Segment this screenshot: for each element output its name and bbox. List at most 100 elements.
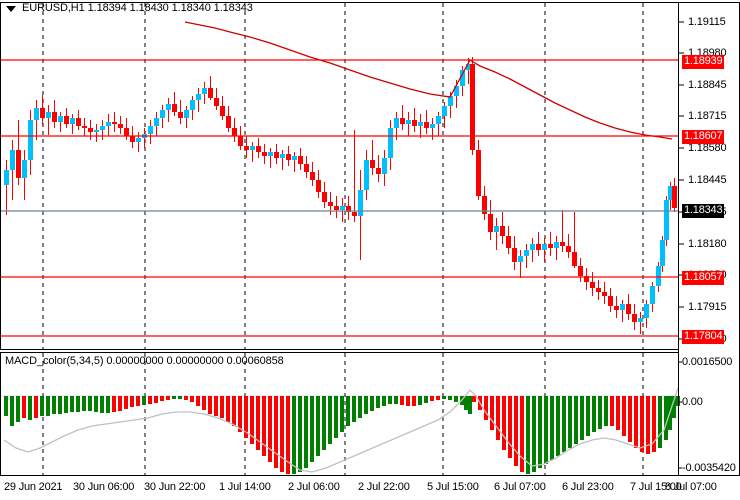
candle-body	[608, 296, 613, 306]
time-axis-label: 30 Jun 06:00	[73, 481, 135, 493]
candle-body	[250, 146, 255, 150]
candle-body	[530, 244, 535, 250]
macd-bar	[646, 396, 650, 454]
candle-body	[274, 152, 279, 158]
macd-bar	[472, 396, 476, 402]
price-axis-tick: 1.17915	[688, 301, 727, 313]
price-level-badge[interactable]: 1.18057	[682, 271, 725, 285]
macd-bar	[436, 396, 440, 400]
candle-body	[190, 100, 195, 110]
macd-bar	[604, 396, 608, 426]
price-axis-tick: 1.19115	[688, 16, 726, 28]
price-level-badge[interactable]: 1.18939	[682, 55, 725, 69]
macd-bar	[526, 396, 530, 474]
macd-bar	[442, 396, 446, 399]
macd-bar	[430, 396, 434, 401]
price-axis-tick: 1.18180	[688, 238, 727, 250]
macd-bar	[118, 396, 122, 411]
price-axis-tick: 1.18580	[688, 142, 727, 154]
macd-bar	[520, 396, 524, 472]
macd-bar	[394, 396, 398, 404]
macd-bar	[28, 396, 32, 420]
candle-body	[668, 186, 673, 200]
candle-body	[460, 70, 465, 86]
macd-bar	[400, 396, 404, 405]
macd-bar	[142, 396, 146, 405]
candle-body	[106, 122, 111, 126]
macd-bar	[280, 396, 284, 472]
macd-bar	[454, 396, 458, 402]
candle-body	[364, 160, 369, 190]
candle-body	[406, 120, 411, 124]
macd-bar	[568, 396, 572, 448]
candle-body	[632, 314, 637, 322]
price-axis-tick: 1.18715	[688, 110, 727, 122]
candle-body	[436, 116, 441, 124]
candle-body	[566, 246, 571, 252]
macd-axis-tick: -0.0035420	[682, 462, 736, 474]
candle-body	[334, 206, 339, 210]
macd-bar	[628, 396, 632, 442]
macd-bar	[208, 396, 212, 414]
macd-bar	[94, 396, 98, 412]
macd-bar	[424, 396, 428, 403]
price-level-badge[interactable]: 1.18607	[682, 130, 725, 144]
candle-body	[626, 304, 631, 314]
macd-bar	[418, 396, 422, 405]
macd-bar	[166, 396, 170, 400]
candle-body	[94, 130, 99, 132]
time-axis-label: 8 Jul 07:00	[665, 481, 717, 493]
macd-bar	[672, 396, 676, 418]
candle-body	[620, 304, 625, 310]
macd-bar	[4, 396, 8, 416]
macd-bar	[310, 396, 314, 462]
macd-histogram	[4, 396, 680, 474]
macd-bar	[220, 396, 224, 418]
macd-bar	[106, 396, 110, 413]
candle-body	[82, 126, 87, 128]
macd-bar	[340, 396, 344, 432]
time-axis-label: 6 Jul 07:00	[494, 481, 546, 493]
macd-bar	[370, 396, 374, 411]
candle-body	[614, 306, 619, 310]
macd-bar	[514, 396, 518, 466]
candle-body	[590, 282, 595, 288]
current-price-badge[interactable]: 1.18343	[682, 204, 725, 218]
candle-body	[136, 138, 141, 142]
candle-body	[316, 180, 321, 192]
candle-body	[268, 152, 273, 156]
candle-body	[512, 248, 517, 262]
macd-bar	[358, 396, 362, 418]
candle-body	[328, 202, 333, 206]
macd-bar	[100, 396, 104, 413]
candle-body	[660, 240, 665, 266]
candle-body	[548, 244, 553, 248]
macd-bar	[484, 396, 488, 420]
moving-average-line	[184, 21, 673, 140]
macd-axis-tick: 0.0016500	[682, 356, 733, 368]
candle-body	[238, 136, 243, 146]
candle-body	[22, 160, 27, 178]
macd-bar	[184, 396, 188, 400]
macd-bar	[502, 396, 506, 450]
macd-bar	[292, 396, 296, 474]
candle-body	[10, 150, 15, 170]
chevron-down-icon[interactable]	[6, 6, 16, 12]
candle-body	[16, 150, 21, 178]
time-axis-label: 6 Jul 23:00	[562, 481, 614, 493]
candle-body	[454, 86, 459, 96]
macd-bar	[40, 396, 44, 416]
candle-body	[340, 206, 345, 210]
candle-body	[572, 252, 577, 266]
macd-bar	[556, 396, 560, 456]
candle-body	[388, 128, 393, 158]
macd-bar	[676, 396, 680, 406]
candle-body	[518, 256, 523, 262]
macd-bar	[622, 396, 626, 436]
price-axis-tick: 1.18845	[688, 79, 727, 91]
macd-bar	[268, 396, 272, 462]
candle-body	[672, 186, 677, 208]
candle-body	[470, 64, 475, 150]
price-level-badge[interactable]: 1.17804	[682, 330, 725, 344]
macd-bar	[586, 396, 590, 436]
